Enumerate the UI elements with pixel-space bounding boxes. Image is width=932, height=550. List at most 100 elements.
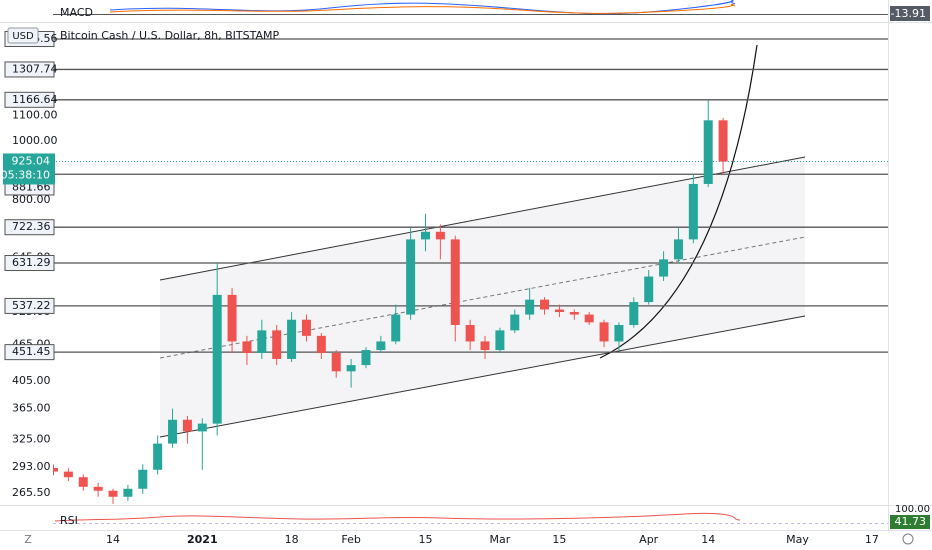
candle-body: [718, 120, 728, 162]
currency: USD: [12, 31, 34, 42]
candle-body: [421, 231, 430, 240]
candle-body: [614, 324, 624, 342]
y-tick-label: 365.00: [12, 402, 51, 415]
candle-body: [108, 490, 118, 497]
indicator-value: -13.91: [891, 7, 926, 20]
rsi-max-label: 100.00: [895, 504, 930, 515]
chart-title: Bitcoin Cash / U.S. Dollar, 8h, BITSTAMP: [60, 29, 279, 42]
candle-body: [257, 330, 267, 353]
candle-body: [495, 330, 505, 351]
last-price-label: 925.04: [12, 154, 51, 167]
candle-body: [53, 467, 58, 472]
indicator-value: 41.73: [895, 515, 927, 528]
candle-body: [138, 469, 148, 489]
macd-signal: [109, 3, 736, 14]
rsi-line: [54, 512, 741, 522]
level-box: [4, 219, 55, 236]
level-box: [4, 255, 55, 272]
indicator-label: RSI: [60, 514, 78, 527]
candle-body: [644, 276, 654, 303]
candle-body: [212, 294, 222, 424]
level-box: [4, 344, 55, 361]
parabolic-curve: [599, 44, 758, 359]
x-tick-label: Apr: [639, 533, 659, 546]
last-price-box: [3, 153, 55, 185]
level-label: 537.22: [12, 299, 51, 312]
x-tick-label: 14: [106, 533, 120, 546]
candle-body: [406, 239, 416, 315]
y-tick-label: 800.00: [12, 193, 51, 206]
level-box: [4, 91, 55, 108]
indicator-value-box: [890, 515, 930, 529]
candle-body: [153, 443, 163, 470]
y-tick-label: 265.50: [12, 486, 51, 499]
y-tick-label: 293.00: [12, 460, 51, 473]
candle-body: [569, 312, 579, 315]
candle-body: [316, 335, 326, 353]
candle-body: [391, 314, 401, 342]
candle-body: [78, 477, 88, 487]
x-tick-label: 14: [701, 533, 715, 546]
countdown: 05:38:10: [1, 168, 50, 181]
x-tick-label: 18: [285, 533, 299, 546]
candle-body: [182, 419, 192, 432]
y-tick-label: 325.00: [12, 432, 51, 445]
candle-body: [272, 330, 282, 359]
candle-body: [554, 309, 564, 313]
y-tick-label: 405.00: [12, 374, 51, 387]
x-tick-label: Feb: [341, 533, 360, 546]
y-tick-label: 1000.00: [12, 134, 58, 147]
candle-body: [331, 352, 341, 372]
candle-body: [599, 322, 609, 342]
candle-body: [510, 314, 520, 331]
candle-body: [480, 341, 490, 351]
candle-body: [629, 302, 639, 325]
x-tick-label: May: [786, 533, 809, 546]
x-tick-label: 17: [865, 533, 879, 546]
x-tick-label: Mar: [490, 533, 511, 546]
candle-body: [525, 299, 535, 315]
candle-body: [242, 341, 252, 353]
candle-body: [703, 120, 713, 184]
candle-body: [688, 183, 698, 240]
indicator-value-box: [890, 6, 930, 21]
candle-body: [197, 423, 207, 432]
candle-body: [123, 488, 133, 497]
candle-body: [435, 231, 445, 240]
channel-fill: [160, 157, 805, 437]
level-box: [4, 297, 55, 314]
candle-body: [465, 324, 475, 342]
candle-body: [376, 341, 386, 351]
zoom-button[interactable]: Z: [24, 533, 32, 546]
channel-mid: [159, 236, 806, 359]
level-label: 1166.64: [12, 93, 58, 106]
candle-body: [301, 319, 311, 336]
channel-lower: [159, 315, 806, 438]
level-label: 451.45: [12, 345, 51, 358]
candle-body: [346, 365, 356, 372]
candle-body: [673, 239, 683, 260]
candle-body: [168, 419, 178, 444]
candle-body: [287, 319, 297, 359]
level-box: [4, 61, 55, 78]
candle-body: [584, 314, 594, 323]
level-label: 1307.74: [12, 62, 58, 75]
candle-body: [93, 486, 103, 491]
currency-badge[interactable]: [7, 27, 39, 44]
level-label: 631.29: [12, 256, 51, 269]
y-tick-label: 1100.00: [12, 108, 58, 121]
candle-body: [361, 350, 371, 366]
candle-body: [227, 294, 237, 342]
indicator-label: MACD: [60, 6, 93, 19]
candle-body: [63, 471, 73, 478]
candle-body: [540, 299, 550, 310]
level-label: 722.36: [12, 220, 51, 233]
candle-body: [659, 259, 669, 277]
channel-upper: [159, 156, 806, 281]
settings-button[interactable]: [902, 533, 914, 545]
x-tick-label: 15: [419, 533, 433, 546]
candle-body: [450, 239, 460, 325]
x-tick-label: 2021: [187, 533, 218, 546]
